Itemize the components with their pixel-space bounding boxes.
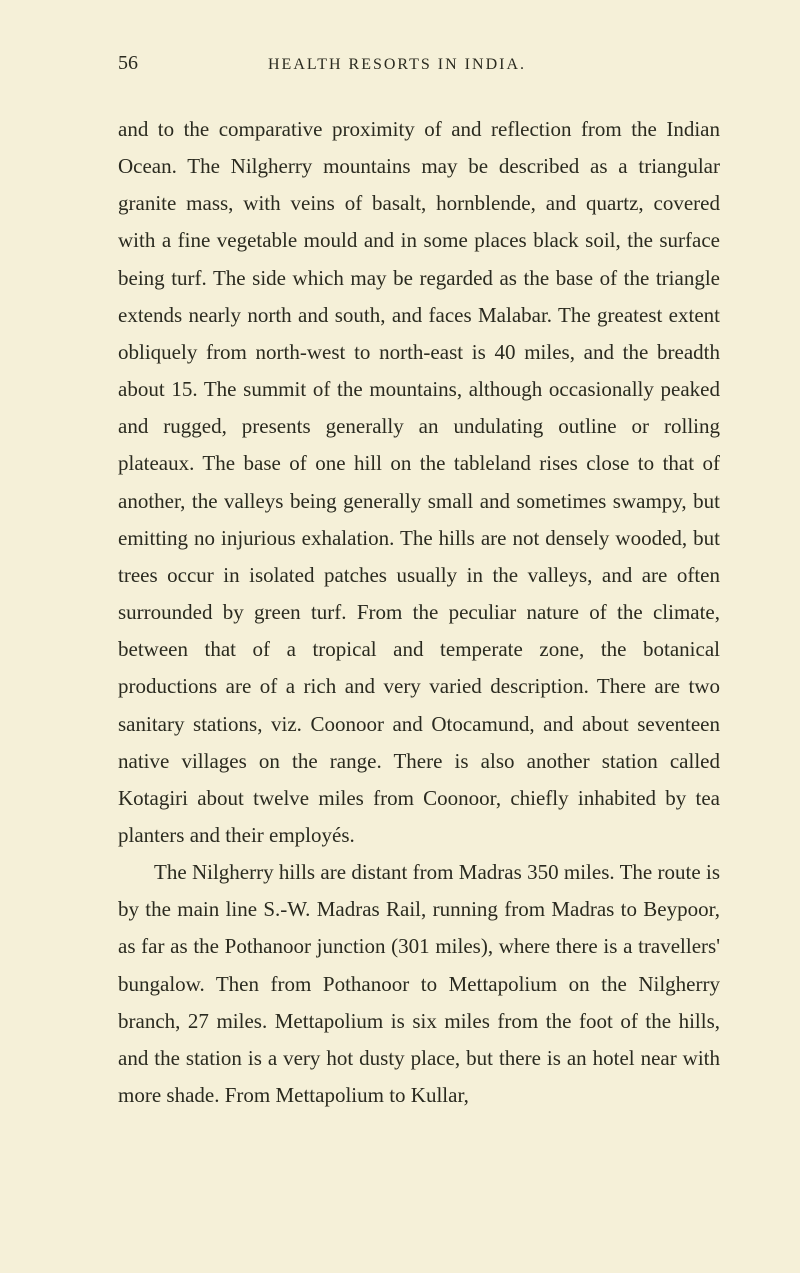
paragraph-2: The Nilgherry hills are distant from Mad…	[118, 854, 720, 1114]
running-title: HEALTH RESORTS IN INDIA.	[268, 56, 526, 74]
body-text: and to the comparative proximity of and …	[118, 111, 720, 1114]
page-number: 56	[118, 52, 138, 75]
page-container: 56 HEALTH RESORTS IN INDIA. and to the c…	[0, 0, 800, 1273]
paragraph-1: and to the comparative proximity of and …	[118, 111, 720, 854]
page-header: 56 HEALTH RESORTS IN INDIA.	[118, 52, 720, 75]
